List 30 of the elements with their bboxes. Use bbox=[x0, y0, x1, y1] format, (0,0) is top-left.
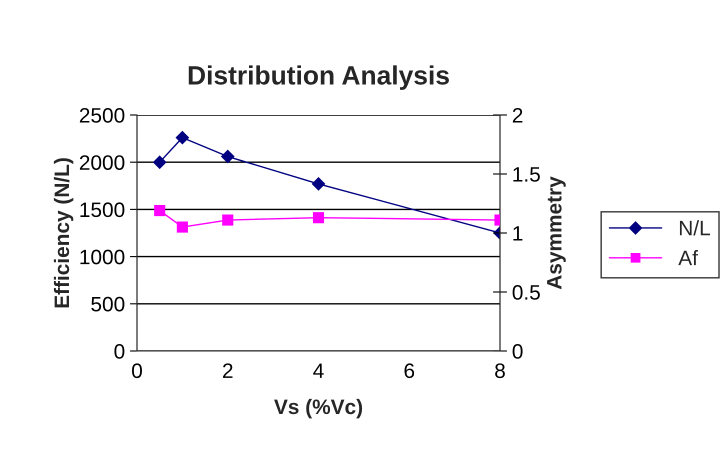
x-tick-label: 6 bbox=[404, 363, 414, 378]
y2-axis-title: Asymmetry bbox=[547, 176, 566, 290]
x-axis-title: Vs (%Vc) bbox=[274, 398, 362, 418]
y-tick-label: 2500 bbox=[80, 108, 124, 123]
point bbox=[312, 177, 326, 190]
legend-label: N/L bbox=[680, 220, 710, 236]
y-tick-label: 500 bbox=[91, 296, 124, 312]
point bbox=[312, 212, 324, 224]
point bbox=[154, 205, 166, 216]
y-tick-label: 1000 bbox=[80, 250, 124, 264]
y-tick-label: 1500 bbox=[80, 202, 124, 218]
point bbox=[176, 131, 189, 144]
y2-tick-label: 0.5 bbox=[512, 285, 540, 300]
x-tick-label: 0 bbox=[132, 363, 142, 378]
point bbox=[153, 156, 166, 169]
y2-tick-label: 2 bbox=[512, 108, 522, 123]
y-axis-title: Efficiency (N/L) bbox=[54, 158, 74, 308]
legend-label: Af bbox=[678, 250, 698, 266]
point bbox=[221, 150, 234, 164]
x-tick-label: 4 bbox=[313, 364, 324, 378]
point bbox=[222, 214, 234, 226]
y2-tick-label: 1 bbox=[513, 226, 522, 241]
x-tick-label: 2 bbox=[223, 363, 232, 378]
y2-tick-label: 0 bbox=[512, 344, 523, 359]
y-tick-label: 0 bbox=[114, 344, 124, 359]
x-tick-label: 8 bbox=[495, 363, 505, 378]
y-tick-label: 2000 bbox=[80, 155, 124, 170]
y2-tick-label: 1.5 bbox=[513, 167, 540, 182]
chart-title: Distribution Analysis bbox=[188, 65, 449, 90]
point bbox=[176, 222, 188, 233]
